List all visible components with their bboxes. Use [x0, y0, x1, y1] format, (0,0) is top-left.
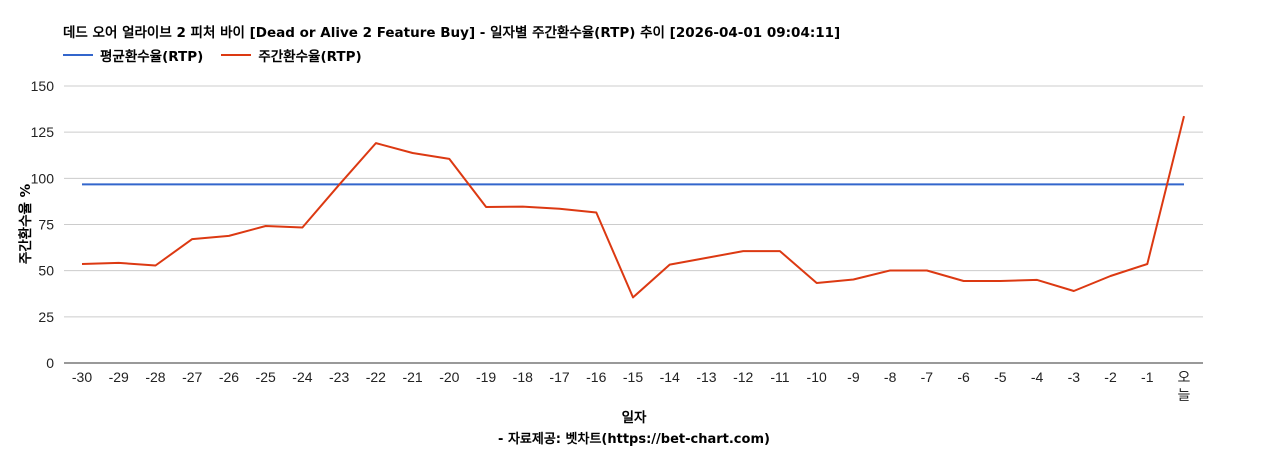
x-tick-label: -10: [807, 369, 827, 385]
legend-item-average[interactable]: 평균환수율(RTP): [63, 45, 203, 65]
x-tick-label: -18: [513, 369, 533, 385]
x-tick-label: -25: [256, 369, 276, 385]
y-tick-label: 100: [31, 170, 55, 186]
x-tick-label: -30: [72, 369, 92, 385]
x-tick-label: -6: [957, 369, 970, 385]
y-tick-label: 25: [38, 309, 54, 325]
x-axis-label: 일자: [621, 410, 647, 426]
x-tick-label: -20: [439, 369, 459, 385]
x-tick-label: -21: [402, 369, 422, 385]
x-tick-label: -14: [660, 369, 680, 385]
y-tick-label: 150: [31, 78, 55, 94]
y-axis-ticks: 0 25 50 75 100 125 150: [31, 78, 55, 371]
x-tick-label: -27: [182, 369, 202, 385]
y-tick-label: 0: [46, 355, 54, 371]
x-tick-label: -4: [1031, 369, 1044, 385]
legend-item-weekly[interactable]: 주간환수율(RTP): [221, 45, 362, 65]
x-tick-label: -22: [366, 369, 386, 385]
x-tick-label: -15: [623, 369, 643, 385]
x-tick-label: -13: [696, 369, 716, 385]
x-tick-label: -11: [770, 369, 789, 385]
x-tick-label: -3: [1068, 369, 1081, 385]
legend-swatch-weekly: [221, 54, 252, 56]
y-tick-label: 75: [38, 217, 54, 233]
x-tick-label: -19: [476, 369, 496, 385]
y-tick-label: 50: [38, 263, 54, 279]
x-tick-label: -12: [733, 369, 753, 385]
x-tick-label: -23: [329, 369, 349, 385]
x-tick-label: -17: [549, 369, 569, 385]
x-tick-label: -2: [1104, 369, 1117, 385]
legend-label-average: 평균환수율(RTP): [100, 49, 204, 65]
legend-label-weekly: 주간환수율(RTP): [258, 49, 362, 65]
x-tick-label: -5: [994, 369, 1007, 385]
x-tick-label: -24: [292, 369, 312, 385]
legend-swatch-average: [63, 54, 93, 56]
x-tick-label: -29: [109, 369, 129, 385]
x-tick-label: -1: [1141, 369, 1154, 385]
x-tick-label: -16: [586, 369, 606, 385]
x-tick-label: -7: [921, 369, 934, 385]
x-tick-label: -28: [145, 369, 165, 385]
gridlines: [64, 85, 1203, 318]
data-credit: - 자료제공: 벳차트(https://bet-chart.com): [498, 432, 770, 447]
x-tick-label: -8: [884, 369, 897, 385]
y-tick-label: 125: [31, 124, 55, 140]
y-axis-label: 주간환수율 %: [18, 183, 34, 265]
chart-title: 데드 오어 얼라이브 2 피처 바이 [Dead or Alive 2 Feat…: [63, 25, 841, 41]
x-axis-ticks: -30 -29 -28 -27 -26 -25 -24 -23 -22 -21 -20 -19 -18-…: [72, 369, 1191, 403]
x-tick-label: -26: [219, 369, 239, 385]
x-tick-label: -9: [847, 369, 860, 385]
series-line-weekly: [81, 115, 1185, 299]
legend: 평균환수율(RTP) 주간환수율(RTP): [63, 45, 362, 65]
